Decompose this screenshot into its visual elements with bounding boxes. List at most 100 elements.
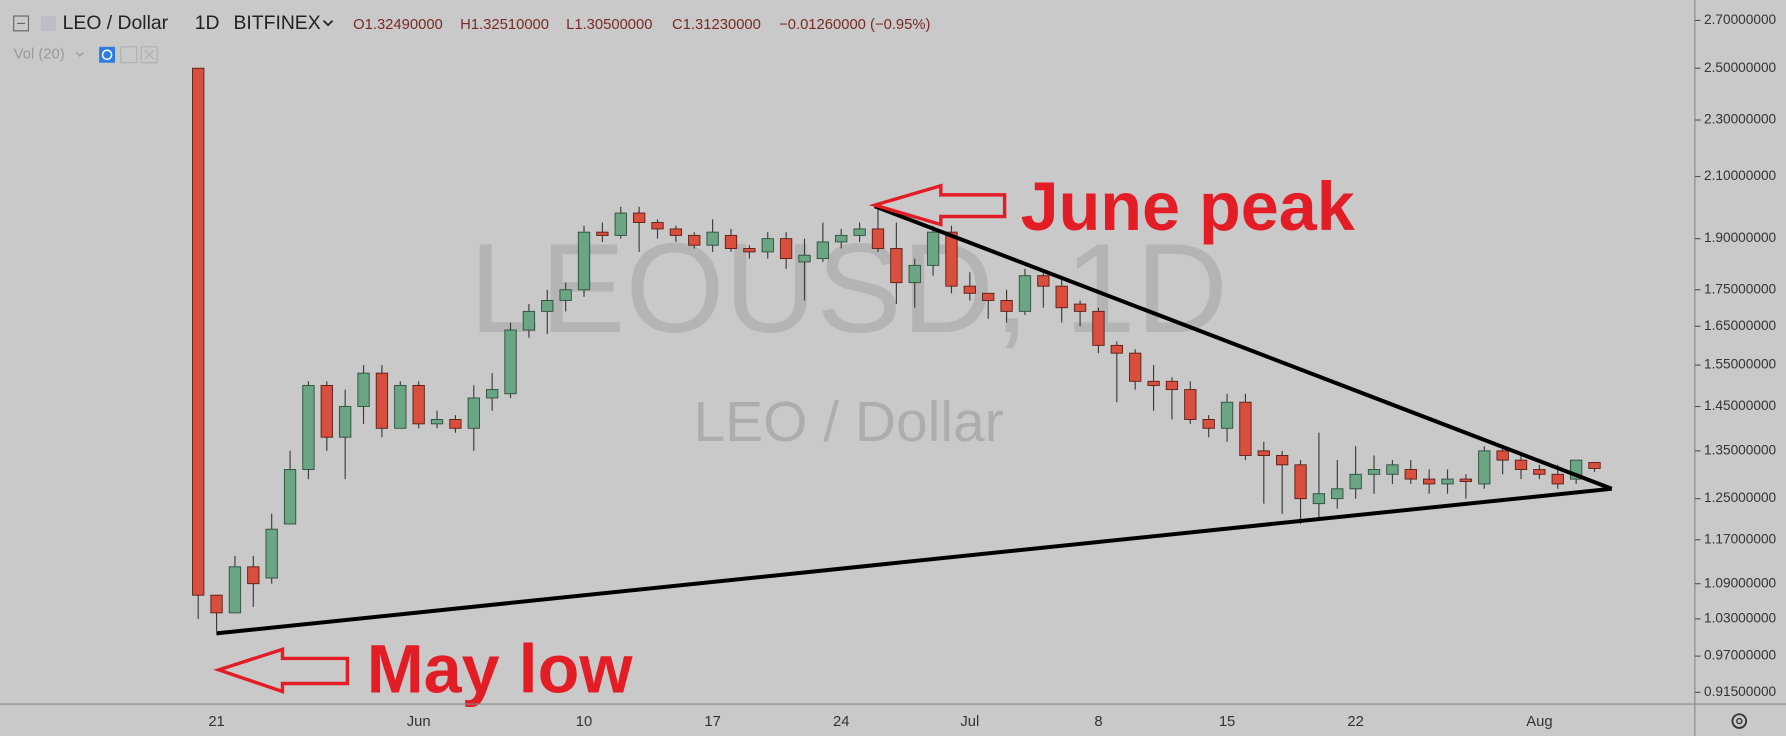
y-tick-label: 2.10000000 (1704, 168, 1777, 183)
peak-arrow (868, 183, 1007, 227)
symbol-icon (41, 16, 56, 31)
candle-body (1386, 464, 1399, 475)
y-tick-label: 1.45000000 (1704, 398, 1777, 413)
gear-hub[interactable] (1736, 717, 1743, 725)
candle-body (1018, 275, 1032, 312)
plot-area (192, 67, 1601, 632)
candle-body (908, 264, 921, 284)
ohlc-low: L1.30500000 (566, 17, 652, 33)
candle-body (1276, 455, 1289, 466)
candle-body (945, 231, 958, 287)
candle-body (1551, 473, 1564, 485)
gear-ring[interactable] (1731, 713, 1748, 729)
x-tick-label: 15 (1219, 714, 1235, 730)
candle-body (357, 372, 370, 407)
ohlc-close: C1.31230000 (672, 17, 761, 33)
candle-body (1184, 389, 1197, 420)
indicator-dropdown[interactable] (75, 52, 84, 57)
y-tick-label: 1.35000000 (1704, 442, 1777, 457)
x-tick-label: Jul (960, 714, 979, 730)
candle-body (247, 566, 260, 585)
symbol-dropdown[interactable] (322, 19, 334, 27)
candle-body (1349, 473, 1362, 490)
axes: 0.91500000 0.97000000 1.03000000 1.09000000… (208, 12, 1776, 730)
candle-body (339, 406, 352, 438)
candle-body (1496, 450, 1509, 461)
candle-body (1239, 401, 1252, 456)
candle-body (816, 241, 830, 260)
settings-button[interactable] (120, 46, 138, 64)
candle-body (853, 228, 866, 236)
x-tick-label: Jun (407, 714, 431, 730)
y-tick-label: 1.65000000 (1704, 318, 1777, 333)
y-tick-label: 1.55000000 (1704, 357, 1777, 372)
candle-body (1202, 419, 1215, 429)
candle-body (1423, 478, 1436, 485)
candle-body (1312, 493, 1326, 505)
candle-body (1000, 299, 1013, 312)
x-tick-label: 22 (1347, 714, 1363, 730)
candle-body (1037, 275, 1050, 287)
candle-body (871, 228, 885, 249)
x-tick-label: 10 (576, 714, 592, 730)
y-tick-label: 1.03000000 (1704, 610, 1777, 625)
symbol[interactable]: LEO / Dollar (63, 12, 169, 34)
annotation: May low (367, 631, 634, 707)
candle-body (779, 238, 793, 260)
watermark-name: LEO / Dollar (694, 390, 1004, 454)
settings-icon[interactable] (1731, 713, 1748, 729)
visibility-icon[interactable] (101, 49, 113, 61)
collapse-button[interactable] (13, 15, 30, 32)
remove-button[interactable] (140, 46, 158, 64)
candle-body (743, 248, 756, 253)
x-tick-label: Aug (1526, 714, 1552, 730)
candle-body (210, 594, 223, 614)
candle-body (1459, 478, 1473, 482)
candle-body (1092, 310, 1105, 346)
candle-body (1129, 352, 1142, 382)
candle-body (265, 528, 278, 579)
candle-body (614, 212, 627, 236)
candle-body (375, 372, 389, 429)
low-arrow (213, 646, 350, 694)
interval[interactable]: 1D (195, 12, 220, 34)
visibility-button[interactable] (99, 46, 116, 63)
candle-body (467, 397, 480, 429)
y-tick-label: 1.90000000 (1704, 230, 1777, 245)
x-tick-label: 21 (208, 714, 224, 730)
candle-body (430, 419, 444, 425)
candle-body (724, 234, 738, 249)
candle-body (228, 566, 242, 614)
ohlc-change: −0.01260000 (−0.95%) (779, 17, 930, 33)
candle-body (1110, 344, 1123, 354)
candle-body (283, 469, 297, 525)
candle-body (1367, 469, 1381, 475)
watermark: LEOUSD, 1D LEO / Dollar (469, 218, 1228, 454)
candle-body (1220, 401, 1234, 429)
y-tick-label: 2.30000000 (1704, 112, 1777, 127)
candle-body (320, 384, 333, 438)
candle-body (963, 285, 976, 294)
candle-body (1331, 488, 1344, 500)
candle-body (1533, 469, 1546, 475)
x-tick-label: 8 (1094, 714, 1102, 730)
exchange[interactable]: BITFINEX (234, 12, 321, 34)
candle-body (1441, 478, 1454, 485)
x-tick-label: 17 (704, 714, 720, 730)
candle-body (669, 228, 683, 236)
y-tick-label: 0.97000000 (1704, 648, 1777, 663)
candle-body (982, 292, 995, 301)
candle-body (632, 212, 646, 223)
candle-body (835, 234, 848, 243)
volume-indicator[interactable]: Vol (20) (14, 47, 65, 63)
candle-body (302, 384, 315, 470)
candle-body (486, 389, 499, 399)
candle-body (1404, 469, 1417, 480)
candle-body (1147, 380, 1160, 386)
candle-body (798, 254, 811, 263)
candle-body (761, 238, 774, 253)
candle-body (394, 384, 407, 429)
candle-body (449, 419, 462, 429)
remove-icon[interactable] (144, 49, 155, 60)
